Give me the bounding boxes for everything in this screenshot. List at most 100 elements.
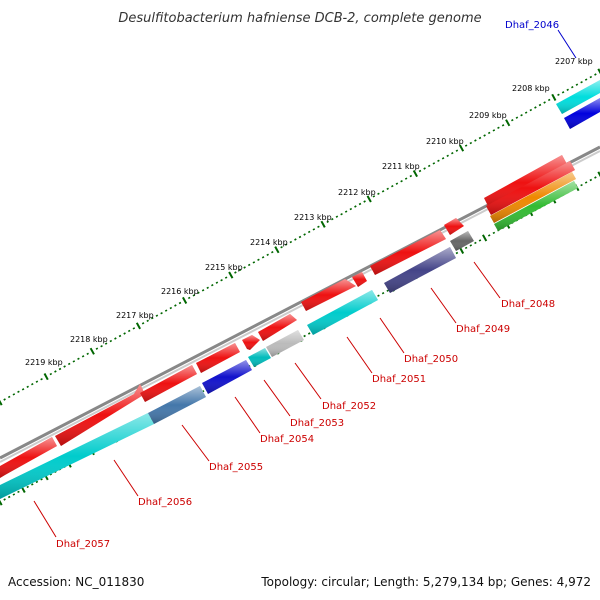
leader-line: [346, 336, 373, 374]
gene-segment-shading: [148, 386, 206, 424]
tick-mark: [317, 225, 320, 228]
tick-mark: [478, 239, 482, 242]
tick-mark: [280, 246, 283, 249]
tick-mark: [77, 357, 80, 360]
tick-mark: [340, 213, 343, 216]
tick-mark: [386, 289, 389, 292]
tick-mark: [40, 478, 43, 481]
tick-mark: [474, 241, 477, 245]
tick-mark: [17, 390, 20, 393]
tick-mark: [597, 171, 600, 178]
tick-mark: [464, 144, 468, 147]
gene-labels: Dhaf_2046 Dhaf_2048 Dhaf_2049 Dhaf_2050 …: [56, 20, 559, 550]
tick-mark: [266, 253, 269, 256]
tick-mark: [26, 485, 29, 489]
gene-segment-shading: [0, 437, 57, 478]
tick-mark: [155, 314, 159, 317]
tick-mark: [123, 332, 126, 335]
tick-mark: [437, 159, 440, 162]
gene-segment-shading: [450, 231, 474, 251]
tick-mark: [104, 342, 108, 345]
gene-track-inner: [0, 231, 474, 499]
tick-mark: [201, 289, 205, 292]
tick-mark: [197, 291, 200, 294]
tick-mark: [31, 483, 34, 486]
tick-mark: [487, 234, 491, 237]
leader-line: [430, 287, 457, 324]
tick-mark: [243, 266, 246, 269]
gene-label: Dhaf_2051: [372, 374, 426, 385]
tick-mark: [412, 170, 418, 178]
tick-mark: [515, 116, 519, 119]
kbp-label: 2216 kbp: [161, 287, 199, 296]
tick-mark: [109, 339, 113, 343]
kbp-label: 2213 kbp: [294, 213, 332, 222]
tick-mark: [474, 139, 477, 142]
gene-segment-shading: [307, 290, 378, 335]
tick-mark: [135, 322, 141, 330]
tick-mark: [575, 83, 579, 86]
tick-mark: [303, 233, 306, 236]
gene-segment-shading: [490, 172, 576, 223]
gene-label: Dhaf_2057: [56, 539, 110, 550]
tick-mark: [261, 256, 265, 259]
tick-mark: [344, 210, 348, 213]
tick-mark: [58, 367, 62, 371]
tick-mark: [580, 183, 583, 187]
tick-mark: [298, 235, 302, 239]
tick-mark: [182, 296, 188, 304]
gene-label: Dhaf_2050: [404, 354, 458, 365]
tick-mark: [377, 294, 380, 297]
tick-mark: [459, 144, 465, 152]
tick-mark: [423, 167, 426, 170]
tick-mark: [594, 176, 597, 179]
kbp-label: 2209 kbp: [469, 111, 507, 120]
tick-mark: [224, 276, 228, 279]
tick-mark: [427, 164, 431, 168]
tick-mark: [132, 327, 136, 330]
tick-mark: [201, 390, 205, 393]
tick-mark: [26, 385, 29, 388]
tick-mark: [566, 88, 569, 91]
tick-mark: [215, 281, 219, 284]
tick-mark: [220, 279, 223, 282]
gene-label: Dhaf_2053: [290, 418, 344, 429]
kbp-label: 2211 kbp: [382, 162, 420, 171]
tick-mark: [557, 93, 560, 96]
kbp-label: 2207 kbp: [555, 57, 593, 66]
tick-mark: [141, 322, 145, 325]
leader-line: [113, 459, 139, 497]
tick-mark: [391, 185, 394, 188]
gene-label: Dhaf_2049: [456, 324, 510, 335]
gene-segment-shading: [266, 330, 304, 357]
tick-mark: [455, 149, 459, 152]
tick-mark: [432, 162, 436, 165]
tick-mark: [589, 75, 593, 79]
tick-mark: [501, 124, 505, 127]
tick-mark: [511, 119, 514, 122]
tick-mark: [151, 317, 154, 320]
kbp-label: 2212 kbp: [338, 188, 376, 197]
tick-mark: [354, 205, 357, 208]
tick-mark: [100, 345, 103, 348]
leader-line: [234, 396, 261, 434]
gene-segment-shading: [258, 314, 297, 341]
kbp-label: 2215 kbp: [205, 263, 243, 272]
tick-mark: [238, 268, 242, 272]
tick-mark: [469, 244, 473, 247]
map-title: Desulfitobacterium hafniense DCB-2, comp…: [118, 11, 481, 26]
leader-line: [557, 29, 577, 59]
tick-mark: [561, 91, 565, 94]
kbp-label: 2219 kbp: [25, 358, 63, 367]
tick-mark: [404, 177, 408, 180]
gene-segment-shading: [0, 413, 154, 499]
tick-mark: [520, 114, 523, 117]
tick-mark: [114, 337, 117, 340]
gene-label: Dhaf_2052: [322, 401, 376, 412]
gene-segment-shading: [352, 272, 367, 287]
tick-mark: [326, 220, 329, 223]
tick-mark: [307, 332, 311, 335]
leader-line: [33, 500, 57, 538]
tick-mark: [7, 495, 11, 499]
